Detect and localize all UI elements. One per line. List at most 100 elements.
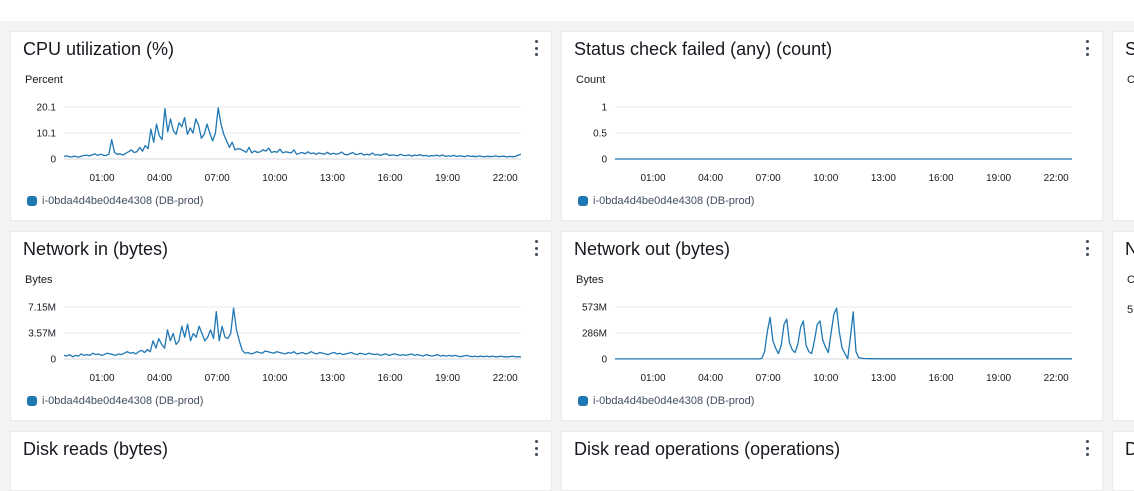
line-chart: 7.15M 3.57M 0 01:00 04:00 07:00 10:00 13:00 16:0… bbox=[28, 303, 521, 384]
y-axis-unit-label: C bbox=[1127, 274, 1134, 286]
x-tick-label: 04:00 bbox=[698, 173, 723, 184]
legend-label: i-0bda4d4be0d4e4308 (DB-prod) bbox=[593, 195, 755, 207]
x-tick-label: 16:00 bbox=[377, 173, 402, 184]
menu-dot bbox=[1085, 446, 1089, 450]
x-tick-label: 10:00 bbox=[813, 373, 838, 384]
y-tick-label: 10.1 bbox=[37, 129, 57, 140]
y-tick-label: 0 bbox=[50, 355, 56, 366]
legend-swatch-icon bbox=[27, 196, 37, 206]
legend-item[interactable]: i-0bda4d4be0d4e4308 (DB-prod) bbox=[27, 395, 203, 407]
y-tick-label: 3.57M bbox=[28, 329, 56, 340]
legend-swatch-icon bbox=[578, 196, 588, 206]
menu-dot bbox=[534, 446, 538, 450]
line-chart: 1 0.5 0 01:00 04:00 07:00 10:00 13:00 16:00 19:00… bbox=[593, 103, 1072, 184]
y-tick-label: 0.5 bbox=[593, 129, 607, 140]
ellipsis-vertical-icon[interactable] bbox=[533, 240, 539, 256]
series-line bbox=[63, 307, 521, 358]
menu-dot bbox=[534, 240, 538, 243]
x-tick-label: 10:00 bbox=[262, 173, 287, 184]
ellipsis-vertical-icon[interactable] bbox=[533, 440, 539, 456]
y-tick-label: 573M bbox=[582, 303, 607, 314]
ellipsis-vertical-icon[interactable] bbox=[1084, 440, 1090, 456]
x-tick-label: 01:00 bbox=[89, 173, 114, 184]
x-tick-label: 16:00 bbox=[377, 373, 402, 384]
x-tick-label: 01:00 bbox=[640, 173, 665, 184]
x-tick-label: 22:00 bbox=[1044, 173, 1069, 184]
x-tick-label: 10:00 bbox=[813, 173, 838, 184]
menu-dot bbox=[534, 440, 538, 443]
line-chart: 573M 286M 0 01:00 04:00 07:00 10:00 13:00 16:00 1… bbox=[582, 303, 1072, 384]
x-tick-label: 16:00 bbox=[928, 173, 953, 184]
series-line bbox=[615, 307, 1072, 360]
x-tick-label: 04:00 bbox=[698, 373, 723, 384]
x-tick-label: 04:00 bbox=[147, 173, 172, 184]
y-axis-unit-label: C bbox=[1127, 74, 1134, 86]
y-tick-label: 1 bbox=[601, 103, 607, 114]
menu-dot bbox=[534, 40, 538, 43]
y-tick-label: 5 bbox=[1127, 304, 1134, 316]
widget-status-check-failed: Status check failed (any) (count) Count 1 0… bbox=[561, 31, 1103, 221]
menu-dot bbox=[534, 246, 538, 250]
x-tick-label: 13:00 bbox=[320, 173, 345, 184]
menu-dot bbox=[1085, 453, 1089, 456]
widget-disk-read-operations: Disk read operations (operations) bbox=[561, 431, 1103, 491]
widget-title: Network out (bytes) bbox=[574, 239, 731, 259]
y-tick-label: 0 bbox=[601, 155, 607, 166]
widget-partial-right-row3: D bbox=[1112, 431, 1134, 491]
widget-title: Disk reads (bytes) bbox=[23, 439, 169, 459]
menu-dot bbox=[1085, 46, 1089, 50]
y-axis-unit-label: Count bbox=[576, 74, 606, 86]
menu-dot bbox=[1085, 253, 1089, 256]
x-tick-label: 19:00 bbox=[435, 373, 460, 384]
legend-swatch-icon bbox=[27, 396, 37, 406]
x-tick-label: 10:00 bbox=[262, 373, 287, 384]
y-tick-label: 7.15M bbox=[28, 303, 56, 314]
y-tick-label: 0 bbox=[50, 155, 56, 166]
x-tick-label: 19:00 bbox=[986, 373, 1011, 384]
ellipsis-vertical-icon[interactable] bbox=[1084, 240, 1090, 256]
dashboard-top-bar bbox=[0, 0, 1134, 21]
ellipsis-vertical-icon[interactable] bbox=[1084, 40, 1090, 56]
legend-label: i-0bda4d4be0d4e4308 (DB-prod) bbox=[42, 395, 204, 407]
x-tick-label: 13:00 bbox=[871, 373, 896, 384]
menu-dot bbox=[534, 453, 538, 456]
y-tick-label: 20.1 bbox=[37, 103, 57, 114]
menu-dot bbox=[1085, 246, 1089, 250]
x-tick-label: 22:00 bbox=[1044, 373, 1069, 384]
line-chart: 20.1 10.1 0 01:00 04:00 07:00 10:00 13:00 16:00 1… bbox=[37, 103, 522, 184]
x-tick-label: 19:00 bbox=[986, 173, 1011, 184]
widget-partial-right-row2: N C 5 bbox=[1112, 231, 1134, 421]
menu-dot bbox=[1085, 53, 1089, 56]
x-tick-label: 07:00 bbox=[756, 373, 781, 384]
menu-dot bbox=[1085, 40, 1089, 43]
menu-dot bbox=[1085, 440, 1089, 443]
x-tick-label: 01:00 bbox=[640, 373, 665, 384]
widget-title: D bbox=[1125, 439, 1134, 459]
menu-dot bbox=[1085, 240, 1089, 243]
legend-item[interactable]: i-0bda4d4be0d4e4308 (DB-prod) bbox=[27, 195, 203, 207]
y-tick-label: 286M bbox=[582, 329, 607, 340]
legend-swatch-icon bbox=[578, 396, 588, 406]
x-tick-label: 13:00 bbox=[320, 373, 345, 384]
x-tick-label: 22:00 bbox=[493, 373, 518, 384]
legend-item[interactable]: i-0bda4d4be0d4e4308 (DB-prod) bbox=[578, 195, 754, 207]
y-axis-unit-label: Bytes bbox=[25, 274, 53, 286]
x-tick-label: 16:00 bbox=[928, 373, 953, 384]
x-tick-label: 01:00 bbox=[89, 373, 114, 384]
widget-network-out: Network out (bytes) Bytes 573M 286M 0 01:00 04… bbox=[561, 231, 1103, 421]
ellipsis-vertical-icon[interactable] bbox=[533, 40, 539, 56]
widget-title: Network in (bytes) bbox=[23, 239, 169, 259]
widget-title: N bbox=[1125, 239, 1134, 259]
y-axis-unit-label: Percent bbox=[25, 74, 63, 86]
legend-item[interactable]: i-0bda4d4be0d4e4308 (DB-prod) bbox=[578, 395, 754, 407]
widget-title: CPU utilization (%) bbox=[23, 39, 175, 59]
widget-disk-reads: Disk reads (bytes) bbox=[10, 431, 552, 491]
widget-title: Disk read operations (operations) bbox=[574, 439, 841, 459]
menu-dot bbox=[534, 253, 538, 256]
x-tick-label: 19:00 bbox=[435, 173, 460, 184]
legend-label: i-0bda4d4be0d4e4308 (DB-prod) bbox=[593, 395, 755, 407]
widget-title: S bbox=[1125, 39, 1134, 59]
series-line bbox=[63, 107, 522, 158]
x-tick-label: 13:00 bbox=[871, 173, 896, 184]
